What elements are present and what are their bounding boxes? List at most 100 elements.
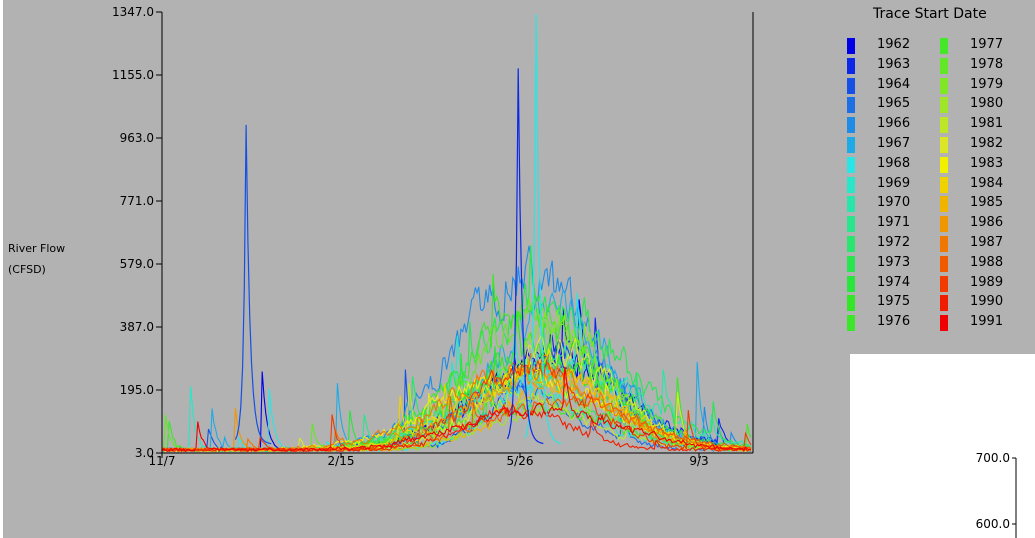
- legend-label: 1985: [970, 195, 1004, 211]
- legend-label: 1970: [877, 195, 911, 211]
- legend-label: 1974: [877, 274, 911, 290]
- legend-item-1985: 1985: [940, 194, 1030, 214]
- legend-item-1990: 1990: [940, 293, 1030, 313]
- legend-label: 1965: [877, 96, 911, 112]
- legend-swatch: [940, 57, 948, 74]
- y-axis-label-line1: River Flow: [8, 242, 66, 255]
- legend-label: 1986: [970, 215, 1004, 231]
- legend-swatch: [847, 295, 855, 312]
- legend-label: 1973: [877, 254, 911, 270]
- legend-label: 1989: [970, 274, 1004, 290]
- legend-item-1991: 1991: [940, 313, 1030, 333]
- legend-swatch: [940, 77, 948, 94]
- legend-title: Trace Start Date: [873, 6, 987, 22]
- x-tick-label: 11/7: [149, 454, 176, 468]
- legend-label: 1983: [970, 155, 1004, 171]
- legend-item-1971: 1971: [847, 214, 937, 234]
- legend-item-1964: 1964: [847, 76, 937, 96]
- legend-item-1983: 1983: [940, 155, 1030, 175]
- series-group: [161, 14, 752, 454]
- legend-swatch: [940, 176, 948, 193]
- legend-item-1981: 1981: [940, 115, 1030, 135]
- legend-swatch: [847, 156, 855, 173]
- legend-item-1977: 1977: [940, 36, 1030, 56]
- inset-panel: 700.0 600.0: [850, 354, 1035, 538]
- legend-swatch: [847, 275, 855, 292]
- legend-label: 1971: [877, 215, 911, 231]
- inset-tick-label: 700.0: [976, 451, 1010, 465]
- legend-label: 1975: [877, 294, 911, 310]
- legend-label: 1972: [877, 235, 911, 250]
- legend-label: 1963: [877, 56, 911, 72]
- legend-swatch: [940, 38, 948, 54]
- legend-label: 1978: [970, 56, 1004, 72]
- axes-group: 3.0 195.0 387.0 579.0 771.0 963.0 1155.0 1347.0…: [112, 5, 754, 468]
- legend-item-1989: 1989: [940, 274, 1030, 294]
- legend-item-1968: 1968: [847, 155, 937, 175]
- legend-swatch: [940, 97, 948, 114]
- x-tick-label: 9/3: [689, 454, 708, 468]
- legend-item-1972: 1972: [847, 234, 937, 254]
- legend-label: 1987: [970, 235, 1004, 250]
- legend-label: 1988: [970, 254, 1004, 270]
- legend-label: 1969: [877, 175, 911, 191]
- peak-trace-1963: [506, 68, 544, 445]
- legend-label: 1967: [877, 136, 911, 151]
- legend-label: 1968: [877, 155, 911, 171]
- legend-swatch: [940, 275, 948, 292]
- y-tick-label: 387.0: [120, 320, 154, 334]
- legend-swatch: [847, 216, 855, 233]
- legend-item-1976: 1976: [847, 313, 937, 333]
- legend-label: 1982: [970, 136, 1004, 151]
- legend-swatch: [847, 196, 855, 213]
- legend-item-1966: 1966: [847, 115, 937, 135]
- legend-item-1986: 1986: [940, 214, 1030, 234]
- legend-item-1975: 1975: [847, 293, 937, 313]
- y-tick-label: 3.0: [135, 446, 154, 460]
- legend-label: 1984: [970, 175, 1004, 191]
- legend-label: 1964: [877, 76, 911, 92]
- inset-axis: 700.0 600.0: [976, 451, 1017, 538]
- legend-swatch: [847, 77, 855, 94]
- legend-swatch: [940, 255, 948, 272]
- legend-item-1980: 1980: [940, 95, 1030, 115]
- legend-swatch: [847, 255, 855, 272]
- legend-swatch: [847, 315, 855, 332]
- legend-item-1965: 1965: [847, 95, 937, 115]
- legend-label: 1981: [970, 116, 1004, 132]
- legend-label: 1991: [970, 314, 1004, 330]
- y-tick-label: 963.0: [120, 131, 154, 145]
- legend: 1962 1963 1964 1965 1966 1967 1968 1969 1970 1971…: [845, 36, 1035, 354]
- legend-label: 1962: [877, 37, 911, 52]
- legend-item-1963: 1963: [847, 56, 937, 76]
- y-axis-label-line2: (CFSD): [8, 263, 46, 276]
- y-tick-label: 771.0: [120, 194, 154, 208]
- legend-item-1987: 1987: [940, 234, 1030, 254]
- legend-swatch: [940, 196, 948, 213]
- legend-item-1974: 1974: [847, 274, 937, 294]
- legend-swatch: [940, 137, 948, 153]
- legend-item-1982: 1982: [940, 135, 1030, 155]
- legend-swatch: [847, 57, 855, 74]
- legend-swatch: [940, 156, 948, 173]
- legend-swatch: [940, 236, 948, 252]
- plot-area: 3.0 195.0 387.0 579.0 771.0 963.0 1155.0 1347.0…: [112, 5, 754, 468]
- legend-swatch: [940, 117, 948, 134]
- legend-label: 1980: [970, 96, 1004, 112]
- legend-swatch: [847, 117, 855, 134]
- legend-swatch: [847, 97, 855, 114]
- legend-swatch: [847, 38, 855, 54]
- inset-tick-label: 600.0: [976, 517, 1010, 531]
- legend-swatch: [940, 216, 948, 233]
- y-tick-label: 579.0: [120, 257, 154, 271]
- series-line-1989: [161, 359, 752, 453]
- legend-swatch: [847, 236, 855, 252]
- series-line-1991: [161, 366, 751, 453]
- legend-item-1969: 1969: [847, 175, 937, 195]
- legend-item-1962: 1962: [847, 36, 937, 56]
- legend-swatch: [847, 176, 855, 193]
- y-tick-label: 1155.0: [112, 68, 154, 82]
- x-tick-label: 5/26: [507, 454, 534, 468]
- peak-trace-1968: [524, 14, 562, 444]
